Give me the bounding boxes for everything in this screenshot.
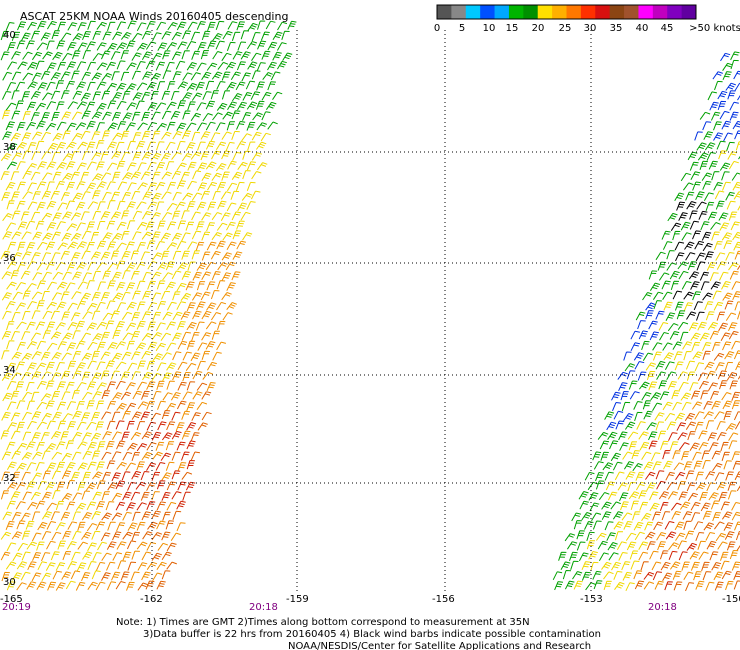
legend-swatch	[465, 5, 481, 19]
latitude-label: 38	[3, 142, 16, 153]
note-line-3: NOAA/NESDIS/Center for Satellite Applica…	[288, 641, 591, 650]
time-labels: 20:19 20:18 20:18	[2, 602, 677, 613]
legend-label: 45	[661, 23, 674, 34]
longitude-label: -165	[0, 594, 23, 605]
legend-label: 5	[459, 23, 465, 34]
note-line-2: 3)Data buffer is 22 hrs from 20160405 4)…	[143, 629, 601, 640]
lat-lon-grid	[0, 30, 740, 592]
legend-swatch	[552, 5, 567, 19]
legend-label: 20	[532, 23, 545, 34]
legend-swatch	[609, 5, 625, 19]
legend-swatch	[537, 5, 553, 19]
latitude-label: 36	[3, 253, 16, 264]
time-label: 20:18	[648, 602, 677, 613]
legend-swatch	[566, 5, 582, 19]
latitude-label: 32	[3, 473, 16, 484]
latitude-label: 30	[3, 577, 16, 588]
legend-swatch	[437, 5, 452, 19]
time-label: 20:19	[2, 602, 31, 613]
legend-label: 15	[506, 23, 519, 34]
legend-swatch	[681, 5, 697, 19]
wind-barbs	[0, 20, 740, 592]
longitude-label: -153	[580, 594, 603, 605]
legend-swatch	[595, 5, 611, 19]
legend-label: 40	[636, 23, 649, 34]
longitude-label: -159	[286, 594, 309, 605]
legend-swatch	[523, 5, 539, 19]
latitude-label: 34	[3, 365, 16, 376]
legend-swatch	[494, 5, 510, 19]
map-title: ASCAT 25KM NOAA Winds 20160405 descendin…	[20, 10, 288, 23]
legend-label: 0	[434, 23, 440, 34]
legend-label: 35	[610, 23, 623, 34]
legend-swatch	[667, 5, 683, 19]
latitude-labels: 40 38 36 34 32 30	[3, 30, 16, 588]
legend-label: 30	[584, 23, 597, 34]
longitude-label: -162	[140, 594, 163, 605]
latitude-label: 40	[3, 30, 16, 41]
wind-speed-legend: 0 5 10 15 20 25 30 35 40 45 >50 knots	[434, 4, 740, 34]
legend-label: 10	[483, 23, 496, 34]
legend-swatch	[480, 5, 496, 19]
legend-swatch	[580, 5, 596, 19]
legend-swatch	[624, 5, 639, 19]
legend-label: 25	[559, 23, 572, 34]
longitude-label: -156	[432, 594, 455, 605]
legend-swatch	[652, 5, 668, 19]
note-line-1: Note: 1) Times are GMT 2)Times along bot…	[116, 617, 530, 628]
legend-swatch	[638, 5, 654, 19]
legend-swatch	[508, 5, 524, 19]
legend-swatch	[451, 5, 467, 19]
longitude-label: -150	[722, 594, 740, 605]
time-label: 20:18	[249, 602, 278, 613]
longitude-labels: -165 -162 -159 -156 -153 -150	[0, 594, 740, 605]
legend-label: >50 knots	[689, 23, 740, 34]
